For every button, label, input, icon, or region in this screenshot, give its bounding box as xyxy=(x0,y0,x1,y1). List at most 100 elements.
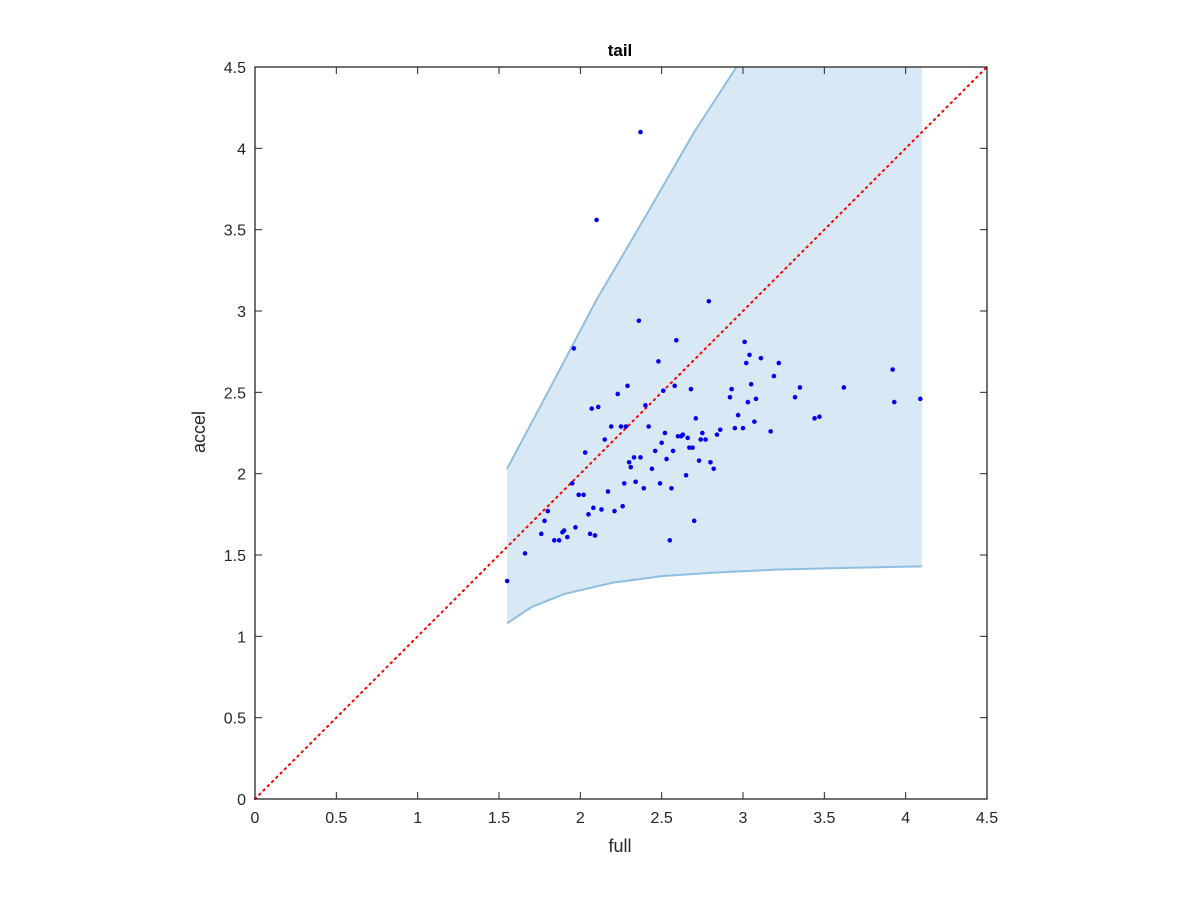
band-upper-edge xyxy=(506,66,738,470)
data-point xyxy=(638,455,643,460)
data-point xyxy=(729,386,734,392)
band-fill xyxy=(507,67,922,624)
data-point xyxy=(711,466,717,472)
x-axis-label: full xyxy=(608,836,631,856)
data-point xyxy=(817,414,822,420)
data-point xyxy=(918,396,923,402)
data-point xyxy=(776,360,782,366)
data-point xyxy=(538,531,544,537)
y-tick-label: 3 xyxy=(237,304,246,321)
data-point xyxy=(768,429,773,434)
data-point xyxy=(735,412,741,418)
data-point xyxy=(753,396,759,402)
data-point xyxy=(561,528,567,533)
data-point xyxy=(891,399,897,405)
data-point xyxy=(758,355,764,361)
x-tick-label: 2 xyxy=(576,810,585,827)
data-point xyxy=(672,383,677,389)
data-point xyxy=(571,346,577,351)
data-point xyxy=(812,416,817,421)
x-tick-label: 4 xyxy=(901,810,910,827)
data-point xyxy=(633,479,638,485)
data-point xyxy=(657,481,663,486)
y-tick-label: 4.5 xyxy=(224,60,246,77)
data-point xyxy=(565,534,570,540)
data-point xyxy=(646,424,651,429)
data-point xyxy=(612,508,617,514)
y-tick-label: 2.5 xyxy=(224,385,246,402)
y-tick-label: 2 xyxy=(237,467,246,484)
x-tick-label: 1.5 xyxy=(488,810,510,827)
data-point xyxy=(652,448,658,454)
data-point xyxy=(641,486,647,491)
data-point xyxy=(688,386,694,392)
x-tick-label: 3 xyxy=(739,810,748,827)
data-point xyxy=(745,399,751,405)
data-point xyxy=(542,518,547,524)
data-point xyxy=(586,512,591,517)
data-point xyxy=(608,424,614,429)
data-point xyxy=(589,406,595,411)
data-point xyxy=(545,508,551,514)
data-point xyxy=(569,481,575,486)
data-point xyxy=(727,394,733,400)
y-tick-label: 4 xyxy=(237,141,246,158)
data-point xyxy=(714,432,720,437)
chart-title: tail xyxy=(608,41,633,60)
data-point xyxy=(576,492,582,498)
data-point xyxy=(696,458,702,463)
data-point xyxy=(771,373,777,379)
data-point xyxy=(687,445,692,450)
data-point xyxy=(683,472,689,478)
data-point xyxy=(522,551,528,556)
data-point xyxy=(667,538,673,543)
data-point xyxy=(573,525,578,530)
data-point xyxy=(643,403,648,408)
data-point xyxy=(670,448,676,454)
data-point xyxy=(581,492,586,498)
data-point xyxy=(594,217,599,223)
data-point xyxy=(628,464,634,470)
data-point xyxy=(680,432,686,437)
data-point xyxy=(675,433,681,439)
data-point xyxy=(743,360,749,366)
data-point xyxy=(592,533,598,538)
data-point xyxy=(659,440,664,446)
data-point xyxy=(636,318,642,324)
data-point xyxy=(708,459,713,465)
x-tick-label: 1 xyxy=(413,810,422,827)
x-tick-label: 2.5 xyxy=(651,810,673,827)
data-point xyxy=(685,435,690,441)
data-point xyxy=(664,456,669,462)
data-point xyxy=(587,531,593,537)
data-point xyxy=(747,352,752,358)
data-point xyxy=(504,578,510,584)
data-point xyxy=(620,503,625,509)
y-axis-label: accel xyxy=(189,411,209,453)
data-point xyxy=(693,416,699,421)
data-point xyxy=(797,385,803,390)
band-lower-edge xyxy=(506,565,922,625)
y-tick-label: 1 xyxy=(237,629,246,646)
data-point xyxy=(706,298,712,304)
reference-line xyxy=(254,66,988,800)
data-point xyxy=(669,486,674,491)
data-point xyxy=(556,538,562,543)
data-point xyxy=(703,437,708,442)
data-point xyxy=(631,455,637,460)
data-point xyxy=(582,450,588,455)
data-point xyxy=(599,507,604,512)
data-point xyxy=(674,337,679,343)
axes-box xyxy=(254,66,988,800)
data-point xyxy=(623,424,629,429)
data-point xyxy=(552,538,557,543)
data-point xyxy=(656,359,661,364)
data-point xyxy=(662,430,668,436)
data-point xyxy=(748,381,754,387)
data-point xyxy=(732,425,738,431)
data-point xyxy=(615,391,621,397)
data-points xyxy=(504,129,923,584)
y-tick-label: 0.5 xyxy=(224,711,246,728)
data-point xyxy=(595,404,601,410)
data-point xyxy=(691,518,697,524)
